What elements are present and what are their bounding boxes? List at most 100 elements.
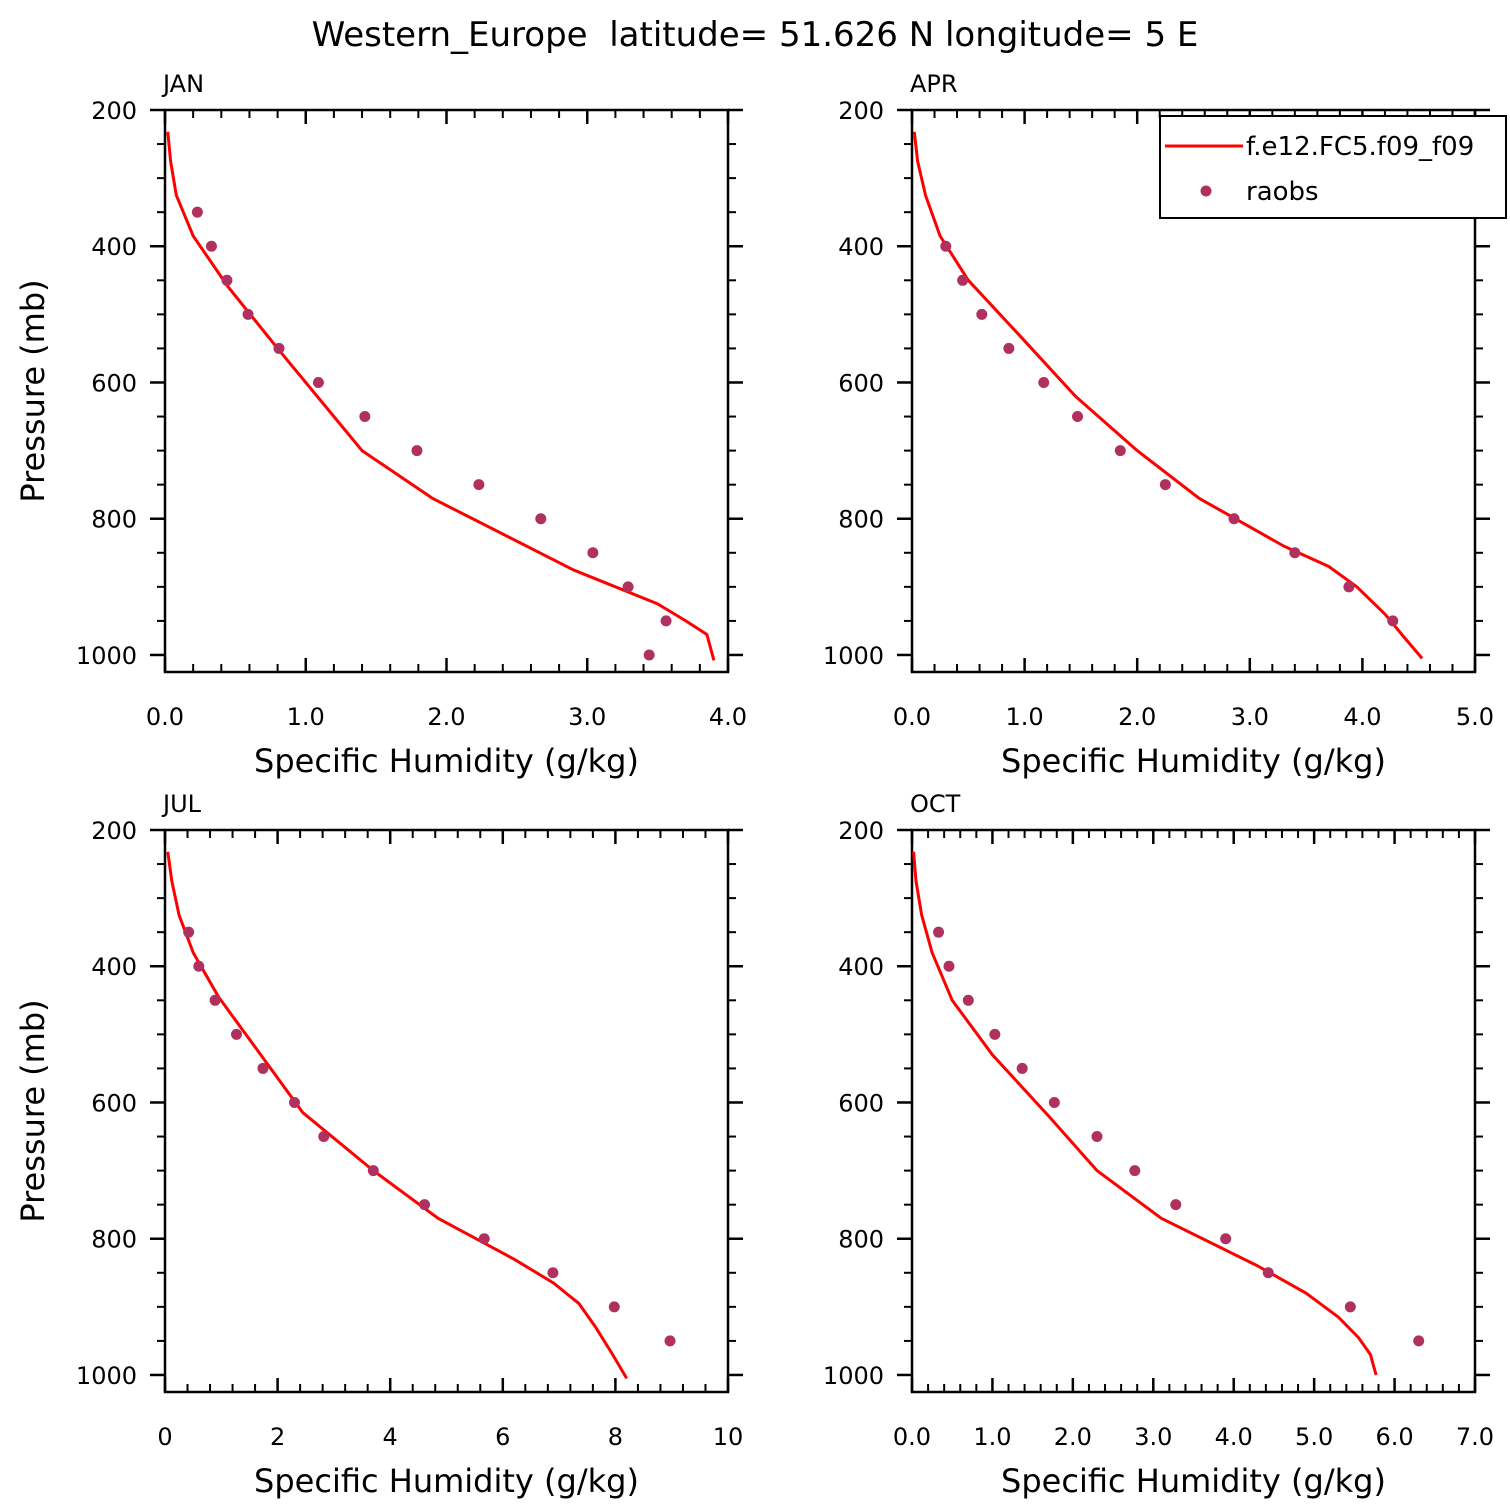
figure-title: Western_Europe latitude= 51.626 N longit… — [312, 15, 1199, 55]
x-tick-label: 6.0 — [1375, 1423, 1413, 1451]
x-tick-label: 5.0 — [1456, 703, 1494, 731]
x-tick-label: 3.0 — [568, 703, 606, 731]
obs-point — [535, 513, 547, 525]
y-tick-label: 200 — [838, 817, 884, 845]
y-tick-label: 800 — [838, 506, 884, 534]
y-tick-label: 1000 — [823, 1362, 884, 1390]
panel-label: JUL — [161, 790, 202, 818]
plot-frame — [163, 828, 730, 1394]
y-tick-label: 400 — [838, 233, 884, 261]
model-series-line — [166, 131, 716, 661]
obs-point — [940, 240, 952, 252]
x-tick-label: 7.0 — [1456, 1423, 1494, 1451]
plot-frame — [910, 828, 1477, 1394]
obs-point — [1129, 1165, 1141, 1177]
obs-point — [1262, 1267, 1274, 1279]
obs-point — [622, 581, 634, 593]
y-tick-label: 400 — [91, 953, 137, 981]
y-tick-label: 600 — [838, 1089, 884, 1117]
y-tick-label: 600 — [91, 369, 137, 397]
plot-frame — [910, 108, 1477, 674]
plot-frame — [163, 108, 730, 674]
obs-point — [1344, 1301, 1356, 1313]
obs-point — [1413, 1335, 1425, 1347]
y-tick-label: 600 — [838, 369, 884, 397]
y-tick-label: 400 — [91, 233, 137, 261]
panel-label: OCT — [910, 790, 961, 818]
obs-point — [1387, 615, 1399, 627]
x-tick-label: 4.0 — [1343, 703, 1381, 731]
obs-point — [943, 960, 955, 972]
obs-point — [478, 1233, 490, 1245]
obs-point — [221, 274, 233, 286]
panel-label: JAN — [161, 70, 204, 98]
obs-point — [242, 308, 254, 320]
x-tick-label: 2.0 — [1118, 703, 1156, 731]
legend: f.e12.FC5.f09_f09 raobs — [1159, 115, 1507, 219]
panel-jul: JUL 0 2 4 6 8 10 200 400 600 800 1000 Specific Humid… — [14, 790, 743, 1500]
obs-point — [193, 960, 205, 972]
y-axis-label: Pressure (mb) — [14, 999, 52, 1222]
obs-point — [1016, 1062, 1028, 1074]
y-tick-label: 800 — [838, 1226, 884, 1254]
obs-point — [257, 1062, 269, 1074]
x-axis-label: Specific Humidity (g/kg) — [254, 1462, 639, 1500]
obs-point — [660, 615, 672, 627]
y-tick-label: 200 — [91, 817, 137, 845]
obs-point — [411, 445, 423, 457]
obs-point — [288, 1096, 300, 1108]
obs-point — [962, 994, 974, 1006]
y-tick-label: 800 — [91, 506, 137, 534]
obs-point — [608, 1301, 620, 1313]
obs-point — [587, 547, 599, 559]
x-tick-label: 0.0 — [146, 703, 184, 731]
panel-label: APR — [910, 70, 958, 98]
x-tick-label: 0.0 — [893, 703, 931, 731]
model-series-line — [912, 851, 1378, 1376]
obs-point — [1038, 376, 1050, 388]
y-tick-label: 200 — [91, 97, 137, 125]
obs-point — [419, 1199, 431, 1211]
obs-point — [183, 926, 195, 938]
obs-point — [1289, 547, 1301, 559]
y-tick-label: 1000 — [76, 642, 137, 670]
obs-point — [359, 411, 371, 423]
obs-point — [231, 1028, 243, 1040]
x-tick-label: 10 — [713, 1423, 744, 1451]
panels: JAN 0.0 1.0 2.0 3.0 4.0 200 400 600 800 1000 Specif… — [14, 70, 1494, 1500]
obs-point — [191, 206, 203, 218]
obs-point — [205, 240, 217, 252]
y-tick-label: 800 — [91, 1226, 137, 1254]
obs-point — [1220, 1233, 1232, 1245]
obs-point — [209, 994, 221, 1006]
x-axis-label: Specific Humidity (g/kg) — [1001, 742, 1386, 780]
x-tick-label: 0.0 — [893, 1423, 931, 1451]
obs-point — [643, 649, 655, 661]
x-tick-label: 4.0 — [1215, 1423, 1253, 1451]
obs-point — [273, 342, 285, 354]
obs-point — [473, 479, 485, 491]
obs-point — [367, 1165, 379, 1177]
obs-point — [664, 1335, 676, 1347]
y-tick-label: 200 — [838, 97, 884, 125]
x-tick-label: 0 — [157, 1423, 172, 1451]
y-tick-label: 400 — [838, 953, 884, 981]
x-tick-label: 4 — [383, 1423, 398, 1451]
obs-point — [1072, 411, 1084, 423]
x-tick-label: 1.0 — [973, 1423, 1011, 1451]
legend-obs-label: raobs — [1246, 177, 1319, 207]
model-series-line — [912, 131, 1424, 660]
x-axis-label: Specific Humidity (g/kg) — [1001, 1462, 1386, 1500]
x-tick-label: 8 — [608, 1423, 623, 1451]
y-axis-label: Pressure (mb) — [14, 279, 52, 502]
obs-point — [957, 274, 969, 286]
obs-point — [547, 1267, 559, 1279]
obs-point — [1159, 479, 1171, 491]
obs-point — [312, 376, 324, 388]
y-tick-label: 600 — [91, 1089, 137, 1117]
obs-point — [1048, 1096, 1060, 1108]
x-tick-label: 2.0 — [427, 703, 465, 731]
obs-point — [1228, 513, 1240, 525]
panel-oct: OCT 0.0 1.0 2.0 3.0 4.0 5.0 6.0 7.0 200 400 600 800 1… — [823, 790, 1494, 1500]
